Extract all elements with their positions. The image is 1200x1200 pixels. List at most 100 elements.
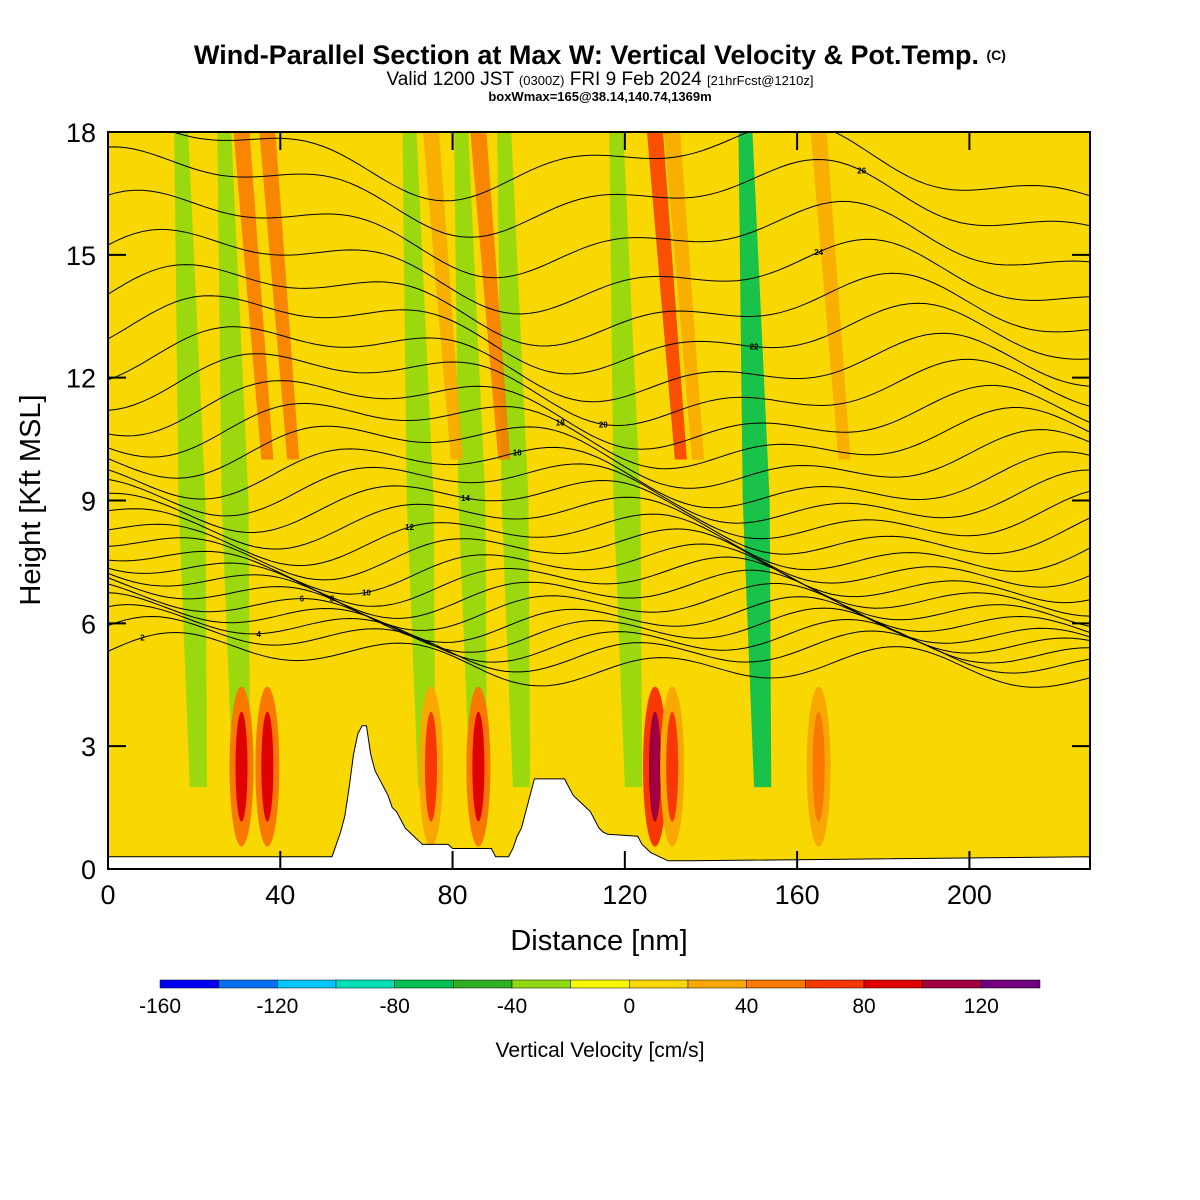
theta-contour	[108, 577, 1090, 633]
chart-title: Wind-Parallel Section at Max W: Vertical…	[0, 40, 1200, 70]
updraft-upper	[423, 132, 463, 460]
theta-contour	[108, 425, 1090, 489]
theta-contour	[108, 583, 1090, 644]
colorbar-swatch	[511, 979, 571, 989]
updraft-upper	[259, 132, 300, 460]
theta-contour	[108, 463, 1090, 524]
updraft-core	[472, 711, 485, 822]
updraft-core	[235, 711, 248, 822]
updraft-core	[425, 711, 438, 822]
theta-contour-label: 2	[140, 634, 145, 643]
theta-contour	[108, 496, 1090, 555]
y-axis-label: Height [Kft MSL]	[15, 394, 47, 605]
theta-contour-label: 8	[330, 595, 335, 604]
copyright-mark: (C)	[986, 47, 1006, 63]
updraft-core	[648, 711, 661, 822]
theta-contour	[108, 402, 1090, 470]
title-main: Wind-Parallel Section at Max W: Vertical…	[194, 40, 979, 70]
downdraft-band	[497, 132, 531, 788]
updraft-core	[666, 711, 679, 822]
theta-contour	[108, 528, 1090, 588]
theta-contour	[171, 132, 1090, 202]
box-info: boxWmax=165@38.14,140.74,1369m	[488, 89, 712, 104]
y-tick-label: 15	[66, 241, 96, 271]
utc-time: (0300Z)	[518, 73, 565, 88]
updraft-upper	[233, 132, 274, 460]
forecast-info: [21hrFcst@1210z]	[707, 73, 814, 88]
x-tick-label: 40	[265, 880, 295, 910]
x-tick-label: 160	[775, 880, 820, 910]
updraft-upper	[646, 132, 687, 460]
theta-contour-label: 4	[257, 630, 262, 639]
theta-contour	[108, 228, 1090, 315]
downdraft-band	[402, 132, 436, 788]
theta-contour-label: 24	[814, 248, 823, 257]
x-tick-label: 80	[438, 880, 468, 910]
y-tick-label: 9	[81, 487, 96, 517]
theta-contour-label: 20	[599, 420, 608, 429]
valid-time: Valid 1200 JST (0300Z) FRI 9 Feb 2024 [2…	[0, 70, 1200, 90]
theta-contour-label: 16	[513, 448, 522, 457]
downdraft-band	[174, 132, 208, 788]
x-tick-label: 200	[947, 880, 992, 910]
theta-contour	[108, 631, 1090, 688]
y-tick-label: 18	[66, 118, 96, 148]
colorbar-tick-label: -120	[256, 995, 298, 1018]
valid-date: FRI 9 Feb 2024	[569, 69, 702, 90]
theta-contour	[108, 479, 1090, 540]
colorbar-tick-label: -160	[139, 995, 181, 1018]
terrain	[108, 725, 1090, 869]
theta-contour	[108, 326, 1090, 403]
theta-contour	[108, 146, 1090, 238]
title-block: Wind-Parallel Section at Max W: Vertical…	[0, 40, 1200, 104]
theta-contour	[108, 543, 1090, 604]
updraft-upper	[664, 132, 705, 460]
y-tick-label: 12	[66, 364, 96, 394]
axes: 0 40 80 120 160 200 0 3 6 9 12 15 18	[66, 118, 1090, 910]
theta-contour-label: 6	[300, 594, 305, 603]
theta-contour-label: 14	[461, 494, 470, 503]
colorbar-swatch	[453, 979, 513, 989]
updraft-core	[261, 711, 274, 822]
colorbar-tick-label: 40	[735, 995, 758, 1018]
colorbar: -160 -120 -80 -40 0 40 80 120	[139, 979, 1041, 1018]
colorbar-tick-label: 120	[964, 995, 999, 1018]
colorbar-tick-label: -40	[497, 995, 527, 1018]
colorbar-tick-label: 80	[852, 995, 875, 1018]
colorbar-swatch	[629, 979, 689, 989]
theta-contour	[108, 189, 1090, 279]
downdraft-band	[217, 132, 251, 788]
colorbar-tick-label: 0	[623, 995, 635, 1018]
updraft-upper	[470, 132, 511, 460]
x-axis-label: Distance [nm]	[510, 925, 687, 957]
colorbar-swatch	[687, 979, 747, 989]
theta-contour-label: 18	[556, 418, 565, 427]
y-tick-label: 3	[81, 732, 96, 762]
theta-contour	[108, 513, 1090, 572]
theta-contour-label: 10	[362, 588, 371, 597]
theta-contour	[108, 264, 1090, 347]
colorbar-tick-label: -80	[379, 995, 409, 1018]
theta-contour-label: 12	[405, 523, 414, 532]
theta-contour	[108, 380, 1090, 450]
colorbar-swatch	[805, 979, 865, 989]
theta-contour	[108, 556, 1090, 617]
colorbar-swatch	[394, 979, 454, 989]
x-tick-label: 120	[602, 880, 647, 910]
y-tick-label: 0	[81, 855, 96, 885]
theta-contour	[108, 353, 1090, 427]
colorbar-swatch	[218, 979, 278, 989]
colorbar-label: Vertical Velocity [cm/s]	[496, 1039, 705, 1062]
colorbar-swatch	[277, 979, 337, 989]
colorbar-swatch	[335, 979, 395, 989]
theta-contour-label: 26	[857, 167, 866, 176]
colorbar-swatch	[863, 979, 923, 989]
theta-contour-label: 22	[750, 343, 759, 352]
colorbar-swatch	[159, 979, 219, 989]
x-tick-label: 0	[100, 880, 115, 910]
colorbar-swatch	[570, 979, 630, 989]
valid-prefix: Valid 1200 JST	[386, 69, 514, 90]
y-tick-label: 6	[81, 609, 96, 639]
